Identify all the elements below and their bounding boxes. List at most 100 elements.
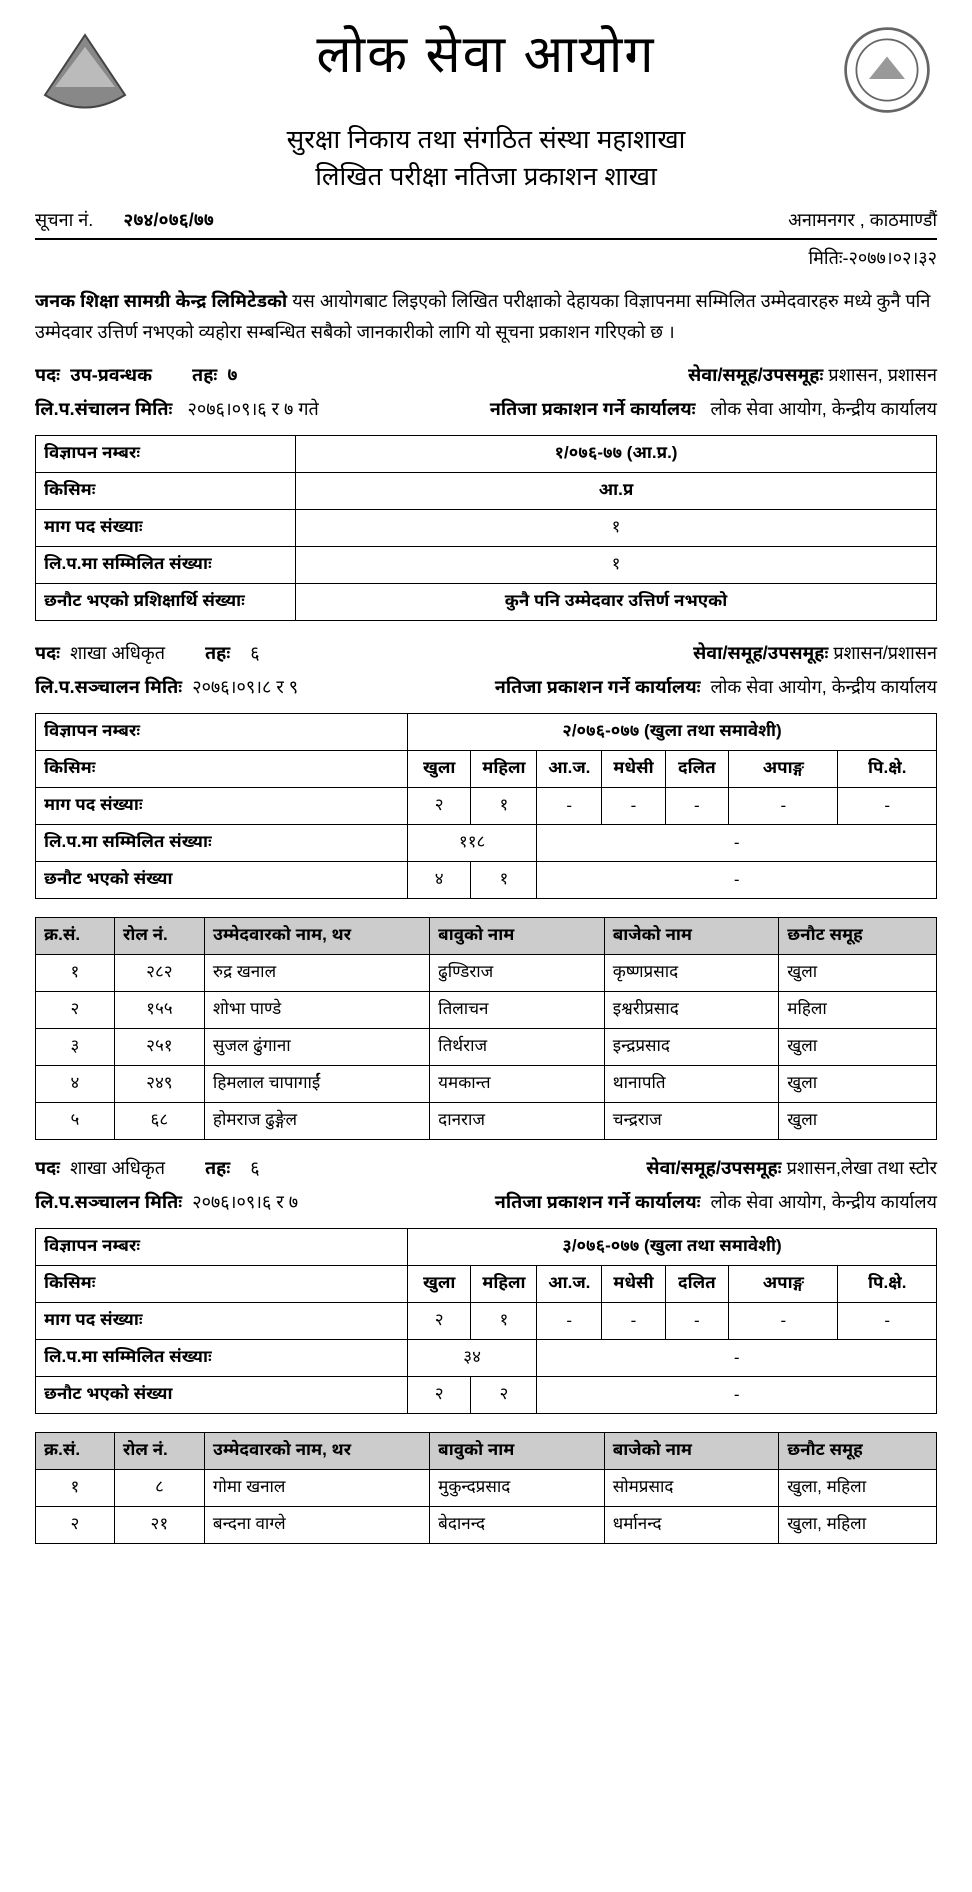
sec1-exam-date: लि.प.संचालन मितिः २०७६।०९।६ र ७ गते <box>35 399 319 423</box>
col-candidate: उम्मेदवारको नाम, थर <box>204 1433 429 1470</box>
title-block: लोक सेवा आयोग सुरक्षा निकाय तथा संगठित स… <box>135 25 837 198</box>
col-madhesi: मधेसी <box>602 1266 665 1303</box>
col-father: बावुको नाम <box>430 918 605 955</box>
cell: - <box>602 788 665 825</box>
col-father: बावुको नाम <box>430 1433 605 1470</box>
cell: ४ <box>407 862 470 899</box>
table-row: १२८२रुद्र खनालढुण्डिराजकृष्णप्रसादखुला <box>36 955 937 992</box>
col-sn: क्र.सं. <box>36 918 115 955</box>
cell-label: किसिमः <box>36 751 408 788</box>
cell: - <box>602 1303 665 1340</box>
cell: - <box>537 862 937 899</box>
sec1-meta-row2: लि.प.संचालन मितिः २०७६।०९।६ र ७ गते नतिज… <box>35 399 937 423</box>
cell-label: माग पद संख्याः <box>36 510 296 547</box>
cell: १ <box>471 862 537 899</box>
cell: - <box>729 788 838 825</box>
col-pikshe: पि.क्षे. <box>838 751 937 788</box>
col-roll: रोल नं. <box>114 1433 204 1470</box>
sec2-meta-row1: पदः शाखा अधिकृत तहः ६ सेवा/समूह/उपसमूहः … <box>35 643 937 667</box>
cell-value: २/०७६-०७७ (खुला तथा समावेशी) <box>407 714 936 751</box>
cell: - <box>537 1377 937 1414</box>
col-open: खुला <box>407 1266 470 1303</box>
sec1-position: पदः उप-प्रवन्धक <box>35 365 152 389</box>
sec1-result-office: नतिजा प्रकाशन गर्ने कार्यालयः लोक सेवा आ… <box>490 399 937 423</box>
cell-label: लि.प.मा सम्मिलित संख्याः <box>36 825 408 862</box>
cell: - <box>729 1303 838 1340</box>
sec2-summary-table: विज्ञापन नम्बरः २/०७६-०७७ (खुला तथा समाव… <box>35 713 937 899</box>
intro-bold: जनक शिक्षा सामग्री केन्द्र लिमिटेडको <box>35 291 287 311</box>
cell: १ <box>471 788 537 825</box>
cell: - <box>838 1303 937 1340</box>
cell: ११८ <box>407 825 536 862</box>
nepal-emblem-icon <box>35 25 135 115</box>
cell-value: १ <box>296 510 937 547</box>
cell: - <box>537 825 937 862</box>
cell: - <box>537 1303 602 1340</box>
sec2-meta-row2: लि.प.सञ्चालन मितिः २०७६।०९।८ र ९ नतिजा प… <box>35 677 937 701</box>
col-apanga: अपाङ्ग <box>729 751 838 788</box>
psc-seal-icon <box>837 25 937 115</box>
sec3-meta-row1: पदः शाखा अधिकृत तहः ६ सेवा/समूह/उपसमूहः … <box>35 1158 937 1182</box>
sec3-result-office: नतिजा प्रकाशन गर्ने कार्यालयः लोक सेवा आ… <box>495 1192 937 1216</box>
sec3-service: सेवा/समूह/उपसमूहः प्रशासन,लेखा तथा स्टोर <box>646 1158 937 1182</box>
col-pikshe: पि.क्षे. <box>838 1266 937 1303</box>
cell-label: किसिमः <box>36 1266 408 1303</box>
col-women: महिला <box>471 751 537 788</box>
cell: २ <box>407 788 470 825</box>
notice-line: सूचना नं. २७४/०७६/७७ अनामनगर , काठमाण्डौ… <box>35 210 937 240</box>
cell: - <box>838 788 937 825</box>
col-group: छनौट समूह <box>779 1433 937 1470</box>
table-row: २१५५शोभा पाण्डेतिलाचनइश्वरीप्रसादमहिला <box>36 992 937 1029</box>
cell-label: विज्ञापन नम्बरः <box>36 1229 408 1266</box>
cell-label: माग पद संख्याः <box>36 1303 408 1340</box>
notice-label: सूचना नं. <box>35 210 93 234</box>
table-row: १८गोमा खनालमुकुन्दप्रसादसोमप्रसादखुला, म… <box>36 1470 937 1507</box>
sec1-level: तहः ७ <box>192 365 237 389</box>
cell: - <box>665 1303 728 1340</box>
sec2-service: सेवा/समूह/उपसमूहः प्रशासन/प्रशासन <box>693 643 937 667</box>
table-row: ४२४९हिमलाल चापागाईंयमकान्तथानापतिखुला <box>36 1066 937 1103</box>
sec3-summary-table: विज्ञापन नम्बरः ३/०७६-०७७ (खुला तथा समाव… <box>35 1228 937 1414</box>
sec3-position: पदः शाखा अधिकृत <box>35 1158 165 1182</box>
sec3-candidates-table: क्र.सं. रोल नं. उम्मेदवारको नाम, थर बावु… <box>35 1432 937 1544</box>
table-header-row: क्र.सं. रोल नं. उम्मेदवारको नाम, थर बावु… <box>36 918 937 955</box>
sec3-exam-date: लि.प.सञ्चालन मितिः २०७६।०९।६ र ७ <box>35 1192 298 1216</box>
cell-value: १ <box>296 547 937 584</box>
cell: २ <box>407 1303 470 1340</box>
cell-label: विज्ञापन नम्बरः <box>36 436 296 473</box>
sec2-result-office: नतिजा प्रकाशन गर्ने कार्यालयः लोक सेवा आ… <box>495 677 937 701</box>
main-title: लोक सेवा आयोग <box>135 25 837 94</box>
col-sn: क्र.सं. <box>36 1433 115 1470</box>
subtitle-1: सुरक्षा निकाय तथा संगठित संस्था महाशाखा <box>135 124 837 159</box>
sec1-meta-row1: पदः उप-प्रवन्धक तहः ७ सेवा/समूह/उपसमूहः … <box>35 365 937 389</box>
table-row: ३२५१सुजल ढुंगानातिर्थराजइन्द्रप्रसादखुला <box>36 1029 937 1066</box>
col-aj: आ.ज. <box>537 1266 602 1303</box>
cell: २ <box>407 1377 470 1414</box>
cell-label: लि.प.मा सम्मिलित संख्याः <box>36 547 296 584</box>
cell-value: १/०७६-७७ (आ.प्र.) <box>296 436 937 473</box>
cell-label: विज्ञापन नम्बरः <box>36 714 408 751</box>
cell-label: माग पद संख्याः <box>36 788 408 825</box>
col-dalit: दलित <box>665 751 728 788</box>
cell: - <box>537 788 602 825</box>
date: मितिः-२०७७।०२।३२ <box>35 248 937 272</box>
col-open: खुला <box>407 751 470 788</box>
col-aj: आ.ज. <box>537 751 602 788</box>
table-row: ५६८होमराज ढुङ्गेलदानराजचन्द्रराजखुला <box>36 1103 937 1140</box>
document-header: लोक सेवा आयोग सुरक्षा निकाय तथा संगठित स… <box>35 25 937 198</box>
cell-label: छनौट भएको संख्या <box>36 1377 408 1414</box>
notice-number: २७४/०७६/७७ <box>123 210 214 234</box>
col-women: महिला <box>471 1266 537 1303</box>
location: अनामनगर , काठमाण्डौं <box>788 210 937 234</box>
cell: ३४ <box>407 1340 536 1377</box>
col-madhesi: मधेसी <box>602 751 665 788</box>
cell-label: छनौट भएको संख्या <box>36 862 408 899</box>
sec2-level: तहः ६ <box>205 643 260 667</box>
table-row: २२१बन्दना वाग्लेबेदानन्दधर्मानन्दखुला, म… <box>36 1507 937 1544</box>
col-grandfather: बाजेको नाम <box>604 1433 779 1470</box>
cell-value: कुनै पनि उम्मेदवार उत्तिर्ण नभएको <box>296 584 937 621</box>
subtitle-2: लिखित परीक्षा नतिजा प्रकाशन शाखा <box>135 161 837 196</box>
sec3-level: तहः ६ <box>205 1158 260 1182</box>
sec3-meta-row2: लि.प.सञ्चालन मितिः २०७६।०९।६ र ७ नतिजा प… <box>35 1192 937 1216</box>
col-grandfather: बाजेको नाम <box>604 918 779 955</box>
